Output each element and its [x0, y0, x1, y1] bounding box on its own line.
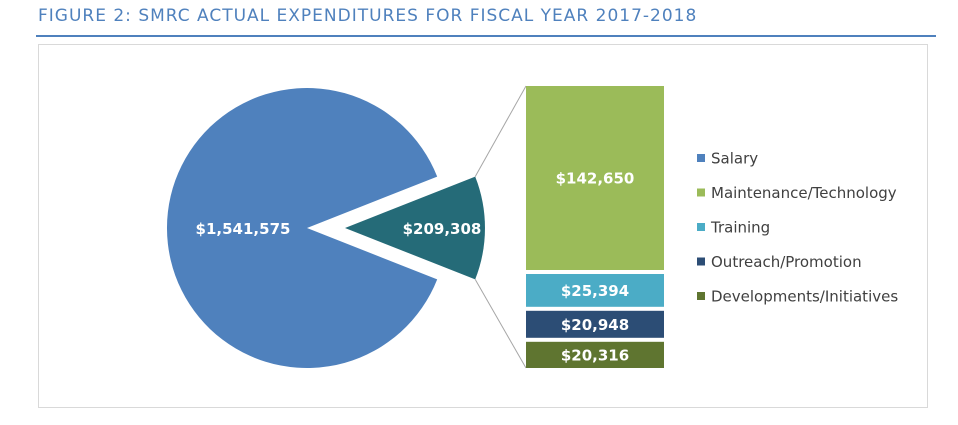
legend-swatch-outreach-promotion	[697, 257, 705, 266]
title-rule	[36, 35, 936, 37]
legend-label-maintenance-technology: Maintenance/Technology	[711, 184, 897, 202]
pie-label-other: $209,308	[403, 220, 482, 238]
legend: Salary Maintenance/Technology Training Outr…	[697, 150, 898, 306]
pie-label-salary: $1,541,575	[196, 220, 291, 238]
pie-group: $1,541,575 $209,308	[166, 88, 485, 369]
figure-title: FIGURE 2: SMRC ACTUAL EXPENDITURES FOR F…	[38, 6, 698, 26]
connector-line-bottom	[474, 279, 527, 369]
bar-segment-outreach-promotion	[526, 310, 664, 338]
connector-line-top	[474, 85, 527, 177]
legend-swatch-maintenance-technology	[697, 188, 705, 197]
chart-frame	[38, 44, 928, 408]
bar-label-outreach-promotion: $20,948	[561, 316, 629, 334]
legend-label-salary: Salary	[711, 150, 758, 168]
bar-segment-training	[526, 274, 664, 307]
legend-label-outreach-promotion: Outreach/Promotion	[711, 253, 862, 271]
bar-label-maintenance-technology: $142,650	[556, 170, 635, 188]
bar-segment-developments-initiatives	[526, 341, 664, 368]
legend-label-training: Training	[710, 219, 770, 237]
bar-label-developments-initiatives: $20,316	[561, 346, 629, 364]
stacked-bar-group: $142,650 $25,394 $20,948 $20,316	[526, 86, 664, 368]
legend-swatch-developments-initiatives	[697, 292, 705, 300]
legend-swatch-training	[697, 223, 705, 231]
legend-label-developments-initiatives: Developments/Initiatives	[711, 288, 898, 306]
bar-segment-maintenance-technology	[526, 86, 664, 270]
pie-slice-salary	[166, 88, 438, 369]
bar-label-training: $25,394	[561, 282, 629, 300]
connector-lines	[474, 85, 527, 369]
legend-swatch-salary	[697, 154, 705, 162]
pie-slice-other	[345, 176, 485, 280]
